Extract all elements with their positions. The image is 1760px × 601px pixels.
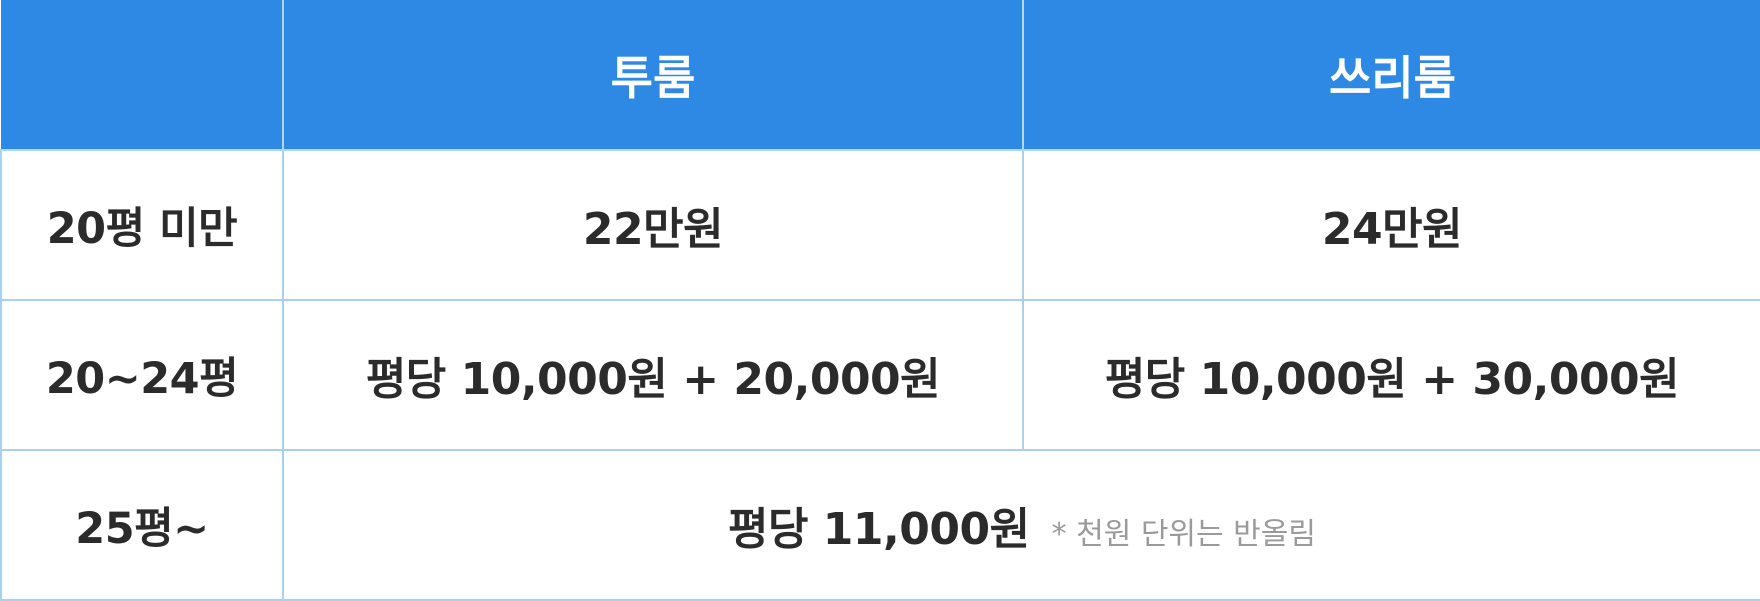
merged-price-cell: 평당 11,000원 * 천원 단위는 반올림: [282, 449, 1760, 601]
row-label: 20~24평: [0, 299, 284, 451]
table-row: 25평~ 평당 11,000원 * 천원 단위는 반올림: [0, 449, 1760, 601]
row-label: 25평~: [0, 449, 284, 601]
merged-price: 평당 11,000원: [728, 504, 1030, 555]
three-room-price: 평당 10,000원 + 30,000원: [1022, 299, 1760, 451]
header-two-room: 투룸: [283, 0, 1024, 151]
header-row: 투룸 쓰리룸: [1, 0, 1760, 151]
row-label: 20평 미만: [0, 149, 284, 301]
table-row: 20평 미만 22만원 24만원: [0, 149, 1760, 301]
three-room-price: 24만원: [1022, 149, 1760, 301]
table-row: 20~24평 평당 10,000원 + 20,000원 평당 10,000원 +…: [0, 299, 1760, 451]
rounding-note: * 천원 단위는 반올림: [1051, 517, 1316, 552]
two-room-price: 평당 10,000원 + 20,000원: [282, 299, 1024, 451]
two-room-price: 22만원: [282, 149, 1024, 301]
header-corner-cell: [1, 0, 284, 151]
header-three-room: 쓰리룸: [1023, 0, 1760, 151]
